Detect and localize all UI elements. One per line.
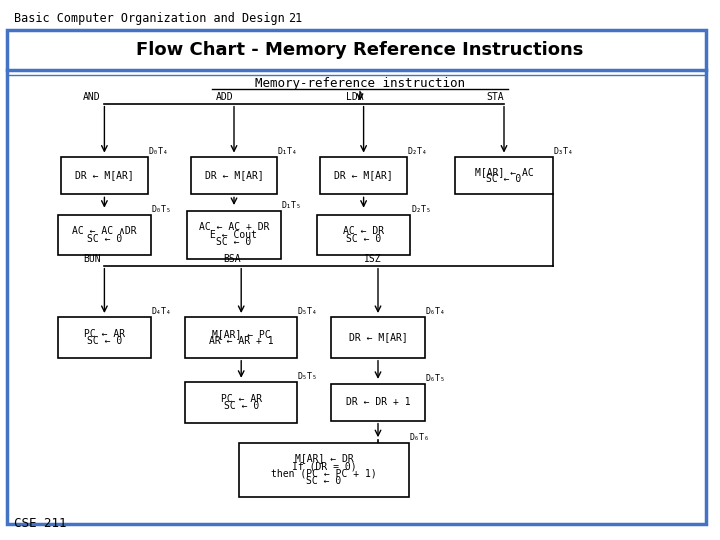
Text: D₃T₄: D₃T₄ [553, 146, 573, 156]
FancyBboxPatch shape [186, 317, 297, 357]
Text: D₄T₄: D₄T₄ [152, 307, 172, 316]
Text: DR ← DR + 1: DR ← DR + 1 [346, 397, 410, 407]
FancyBboxPatch shape [240, 443, 409, 497]
FancyBboxPatch shape [331, 384, 425, 421]
Text: D₁T₄: D₁T₄ [278, 146, 298, 156]
Text: D₀T₅: D₀T₅ [152, 205, 172, 214]
Text: D₆T₆: D₆T₆ [410, 433, 429, 442]
Text: then (PC ← PC + 1): then (PC ← PC + 1) [271, 469, 377, 478]
Text: SC ← 0: SC ← 0 [487, 174, 521, 184]
Text: 21: 21 [288, 12, 302, 25]
Text: SC ← 0: SC ← 0 [217, 238, 251, 247]
Text: D₀T₄: D₀T₄ [148, 146, 168, 156]
Text: ISZ: ISZ [364, 253, 381, 264]
Text: If (DR = 0): If (DR = 0) [292, 461, 356, 471]
FancyBboxPatch shape [58, 215, 151, 255]
Text: AC ← AC + DR: AC ← AC + DR [199, 222, 269, 232]
FancyBboxPatch shape [317, 215, 410, 255]
Text: ADD: ADD [216, 91, 233, 102]
FancyBboxPatch shape [58, 317, 151, 357]
FancyBboxPatch shape [191, 157, 277, 194]
Text: D₂T₄: D₂T₄ [408, 146, 428, 156]
Text: PC ← AR: PC ← AR [84, 329, 125, 339]
Text: D₂T₅: D₂T₅ [411, 205, 431, 214]
Text: AR ← AR + 1: AR ← AR + 1 [209, 336, 274, 346]
Text: Memory-reference instruction: Memory-reference instruction [255, 77, 465, 90]
FancyBboxPatch shape [455, 157, 553, 194]
Text: DR ← M[AR]: DR ← M[AR] [348, 333, 408, 342]
Text: SC ← 0: SC ← 0 [87, 234, 122, 244]
Text: Flow Chart - Memory Reference Instructions: Flow Chart - Memory Reference Instructio… [136, 40, 584, 59]
Text: M[AR] ← DR: M[AR] ← DR [294, 454, 354, 463]
Text: D₆T₅: D₆T₅ [426, 374, 446, 383]
Text: M[AR] ← PC: M[AR] ← PC [212, 329, 271, 339]
Text: D₆T₄: D₆T₄ [426, 307, 446, 316]
FancyBboxPatch shape [331, 317, 425, 357]
Text: DR ← M[AR]: DR ← M[AR] [75, 171, 134, 180]
FancyBboxPatch shape [7, 30, 706, 524]
FancyBboxPatch shape [61, 157, 148, 194]
Text: D₁T₅: D₁T₅ [282, 200, 302, 210]
Text: E ← Cout: E ← Cout [210, 230, 258, 240]
Text: SC ← 0: SC ← 0 [307, 476, 341, 486]
Text: STA: STA [486, 91, 503, 102]
Text: SC ← 0: SC ← 0 [87, 336, 122, 346]
FancyBboxPatch shape [186, 382, 297, 422]
Text: AND: AND [83, 91, 100, 102]
Text: SC ← 0: SC ← 0 [224, 401, 258, 411]
Text: SC ← 0: SC ← 0 [346, 234, 381, 244]
Text: AC ← DR: AC ← DR [343, 226, 384, 236]
Text: BUN: BUN [83, 253, 100, 264]
Text: DR ← M[AR]: DR ← M[AR] [334, 171, 393, 180]
Text: LDA: LDA [346, 91, 363, 102]
FancyBboxPatch shape [187, 211, 281, 259]
Text: D₅T₅: D₅T₅ [298, 372, 318, 381]
Text: DR ← M[AR]: DR ← M[AR] [204, 171, 264, 180]
Text: CSE 211: CSE 211 [14, 517, 67, 530]
Text: PC ← AR: PC ← AR [220, 394, 262, 403]
FancyBboxPatch shape [320, 157, 407, 194]
Text: M[AR] ← AC: M[AR] ← AC [474, 167, 534, 177]
Text: AC ← AC ∧DR: AC ← AC ∧DR [72, 226, 137, 236]
Text: D₅T₄: D₅T₄ [298, 307, 318, 316]
Text: BSA: BSA [223, 253, 240, 264]
Text: Basic Computer Organization and Design: Basic Computer Organization and Design [14, 12, 285, 25]
